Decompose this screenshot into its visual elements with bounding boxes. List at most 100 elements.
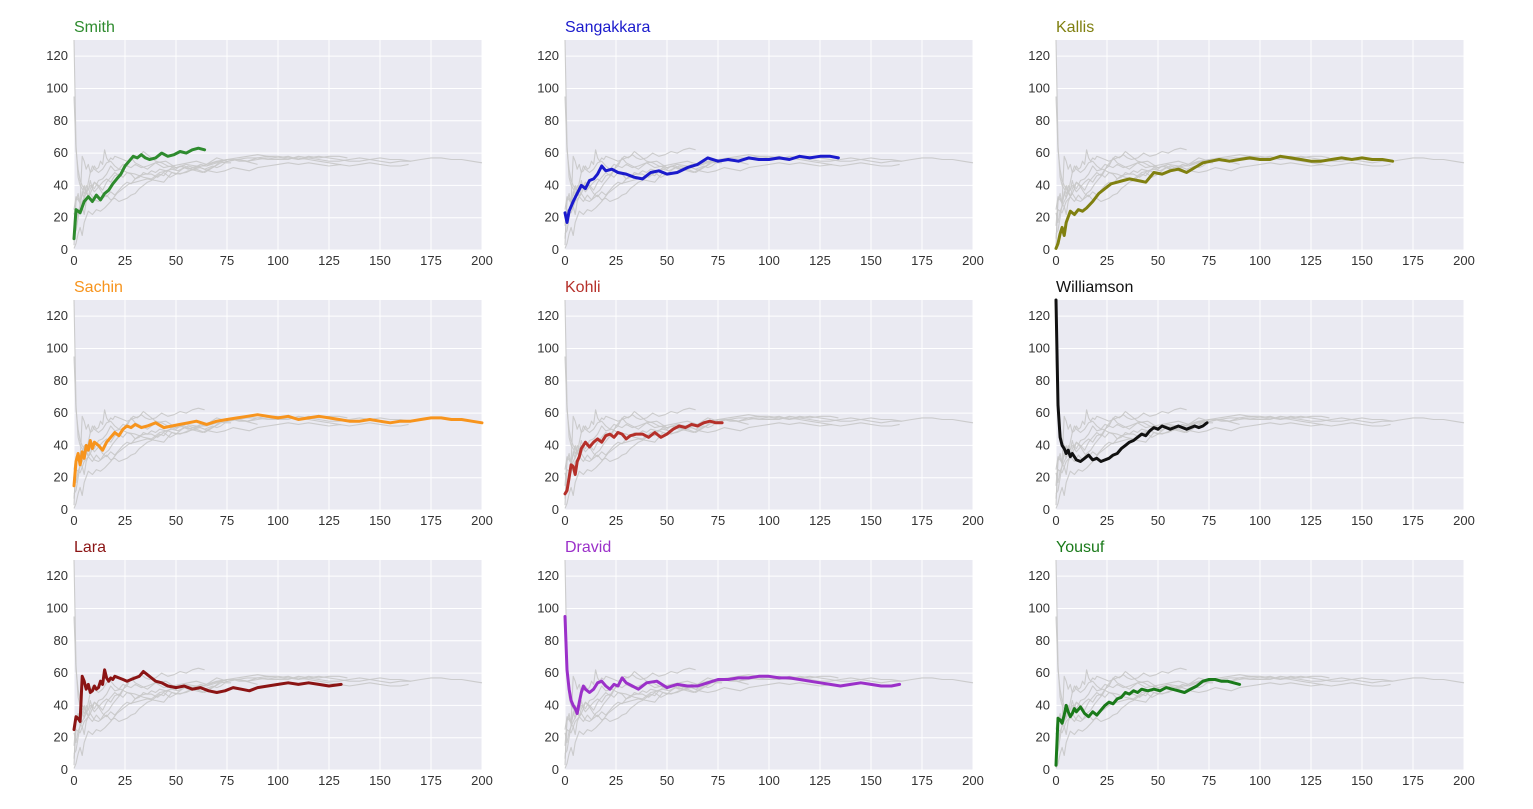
y-tick-label: 60 [545,665,559,680]
plot-svg: 0 25 50 75 100 125 150 175 200 0 20 40 60 80 100 120 [46,39,493,268]
y-tick-label: 120 [46,568,68,583]
x-tick-label: 75 [711,773,725,788]
y-tick-label: 80 [1036,113,1050,128]
y-tick-label: 40 [1036,437,1050,452]
y-tick-label: 120 [537,568,559,583]
x-tick-label: 0 [561,513,568,528]
panel-title: Sachin [74,279,123,296]
plot-svg: 0 25 50 75 100 125 150 175 200 0 20 40 60 80 100 120 [537,39,984,268]
background-series-line [1055,356,1391,455]
y-tick-label: 80 [1036,373,1050,388]
x-tick-label: 75 [1202,773,1216,788]
x-tick-label: 25 [609,253,623,268]
x-tick-label: 75 [220,773,234,788]
x-tick-label: 100 [1249,773,1271,788]
x-tick-label: 125 [1300,513,1322,528]
y-tick-label: 0 [1043,502,1050,517]
x-tick-label: 0 [1052,253,1059,268]
x-tick-label: 75 [1202,513,1216,528]
x-tick-label: 125 [318,773,340,788]
y-tick-label: 0 [552,242,559,257]
x-tick-label: 175 [911,773,933,788]
y-tick-label: 80 [54,113,68,128]
x-tick-label: 75 [220,253,234,268]
x-tick-label: 0 [70,253,77,268]
panel-title: Sangakkara [565,19,651,36]
x-tick-label: 0 [1052,513,1059,528]
x-tick-label: 100 [1249,253,1271,268]
y-tick-label: 20 [1036,470,1050,485]
y-tick-label: 60 [1036,145,1050,160]
y-tick-label: 120 [537,308,559,323]
y-tick-label: 120 [1028,568,1050,583]
background-series-line [1055,680,1214,755]
panel-yousuf: Yousuf 0 25 50 75 100 125 150 175 200 0 20 40 60 80 100… [982,530,1475,790]
y-tick-label: 40 [545,697,559,712]
x-tick-label: 50 [660,513,674,528]
x-tick-label: 200 [471,513,493,528]
y-tick-label: 0 [552,762,559,777]
x-tick-label: 25 [1100,773,1114,788]
x-tick-label: 75 [711,513,725,528]
x-tick-label: 175 [420,513,442,528]
series-line-dravid [563,615,902,715]
plot-svg: 0 25 50 75 100 125 150 175 200 0 20 40 60 80 100 120 [46,299,493,528]
x-tick-label: 25 [118,253,132,268]
x-tick-label: 50 [169,513,183,528]
y-tick-label: 20 [54,730,68,745]
y-tick-label: 40 [1036,177,1050,192]
y-tick-label: 100 [1028,80,1050,95]
y-tick-label: 20 [54,470,68,485]
background-series-line [73,160,232,235]
x-tick-label: 50 [660,773,674,788]
y-tick-label: 40 [54,697,68,712]
x-tick-label: 100 [267,773,289,788]
plot-svg: 0 25 50 75 100 125 150 175 200 0 20 40 60 80 100 120 [1028,39,1475,268]
x-tick-label: 75 [711,253,725,268]
panel-title: Kohli [565,279,601,296]
background-series-line [73,674,483,746]
y-tick-label: 80 [545,373,559,388]
y-tick-label: 40 [1036,697,1050,712]
background-series-line [73,420,232,495]
x-tick-label: 125 [809,253,831,268]
panel-title: Yousuf [1056,539,1105,556]
x-tick-label: 125 [318,513,340,528]
y-tick-label: 100 [46,600,68,615]
y-tick-label: 120 [46,48,68,63]
x-tick-label: 50 [1151,513,1165,528]
y-tick-label: 0 [61,502,68,517]
x-tick-label: 150 [860,253,882,268]
y-tick-label: 20 [54,210,68,225]
x-tick-label: 200 [471,773,493,788]
panel-title: Kallis [1056,19,1095,36]
y-tick-label: 20 [1036,210,1050,225]
x-tick-label: 25 [1100,513,1114,528]
y-tick-label: 0 [61,762,68,777]
y-tick-label: 60 [1036,665,1050,680]
y-tick-label: 80 [545,633,559,648]
y-tick-label: 100 [1028,600,1050,615]
series-line-lara [72,668,343,732]
panel-sangakkara: Sangakkara 0 25 50 75 100 125 150 175 200 0 20 40 60 8… [491,10,984,270]
background-series-line [73,418,258,506]
y-tick-label: 100 [46,80,68,95]
background-series-line [1055,96,1391,195]
x-tick-label: 200 [1453,773,1475,788]
background-series-line [1055,409,1324,470]
y-tick-label: 100 [537,80,559,95]
background-series-line [564,678,749,766]
x-tick-label: 50 [1151,253,1165,268]
x-tick-label: 100 [1249,513,1271,528]
x-tick-label: 25 [1100,253,1114,268]
x-tick-label: 125 [809,773,831,788]
background-series-line [564,674,974,746]
y-tick-label: 0 [1043,762,1050,777]
x-tick-label: 200 [962,253,984,268]
x-tick-label: 0 [561,253,568,268]
y-tick-label: 20 [545,210,559,225]
panel-title: Dravid [565,539,612,556]
x-tick-label: 150 [369,513,391,528]
x-tick-label: 175 [420,773,442,788]
background-series-line [564,409,833,470]
